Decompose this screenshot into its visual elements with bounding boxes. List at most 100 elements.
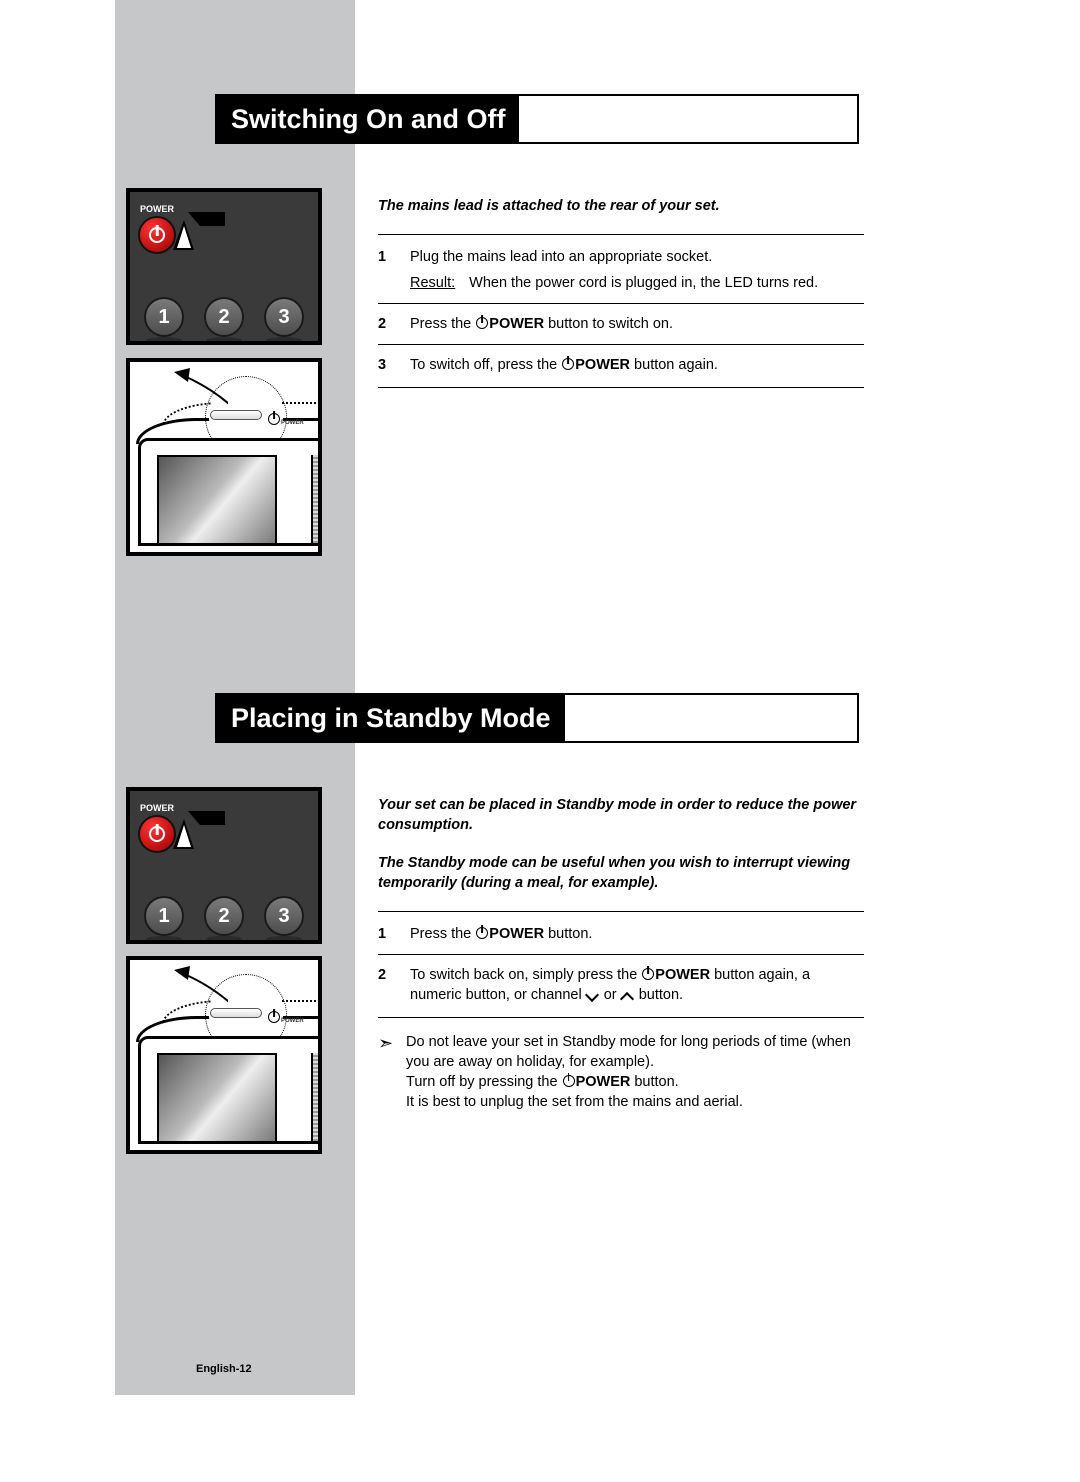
chevron-down-icon <box>586 987 600 1001</box>
power-word: POWER <box>575 357 630 373</box>
step-text-part: button. <box>635 987 683 1003</box>
remote-num-button: 3 <box>264 297 304 337</box>
step-text-part: Press the <box>410 316 475 332</box>
tv-power-label: POWER <box>267 412 304 426</box>
step-text: Plug the mains lead into an appropriate … <box>410 247 864 267</box>
power-icon <box>475 316 489 330</box>
step-body: To switch back on, simply press the POWE… <box>410 965 864 1005</box>
remote-power-label: POWER <box>140 803 174 813</box>
step-body: To switch off, press the POWER button ag… <box>410 355 864 375</box>
step-row: 2 Press the POWER button to switch on. <box>378 308 864 340</box>
divider <box>378 234 864 235</box>
note-text-part: button. <box>630 1074 678 1090</box>
note-line: Do not leave your set in Standby mode fo… <box>406 1032 864 1072</box>
result-label: Result: <box>410 273 455 293</box>
remote-num-button: 1 <box>144 297 184 337</box>
section-title: Switching On and Off <box>217 96 519 142</box>
tv-power-label: POWER <box>267 1010 304 1024</box>
step-body: Press the POWER button to switch on. <box>410 314 864 334</box>
remote-num-button: 2 <box>204 896 244 936</box>
note-body: Do not leave your set in Standby mode fo… <box>406 1032 864 1112</box>
remote-power-label: POWER <box>140 204 174 214</box>
section-title-bar: Placing in Standby Mode <box>215 693 859 743</box>
power-icon <box>149 826 165 842</box>
step-body: Plug the mains lead into an appropriate … <box>410 247 864 293</box>
step-row: 2 To switch back on, simply press the PO… <box>378 959 864 1011</box>
step-number: 2 <box>378 965 410 1005</box>
step-body: Press the POWER button. <box>410 924 864 944</box>
pointer-arrow-icon <box>168 964 228 1024</box>
power-icon <box>561 357 575 371</box>
remote-num-button: 2 <box>204 297 244 337</box>
tv-power-text: POWER <box>281 420 304 426</box>
pointer-arrow-icon <box>168 366 228 426</box>
divider <box>378 954 864 955</box>
note-arrow-icon: ➣ <box>378 1032 406 1112</box>
section-title: Placing in Standby Mode <box>217 695 565 741</box>
section1-text: The mains lead is attached to the rear o… <box>378 196 864 394</box>
section2-intro-1: Your set can be placed in Standby mode i… <box>378 795 864 835</box>
remote-body: POWER 1 2 3 <box>130 192 318 341</box>
remote-number-row: 1 2 3 <box>130 297 318 337</box>
power-word: POWER <box>489 926 544 942</box>
step-number: 1 <box>378 247 410 293</box>
step-row: 1 Press the POWER button. <box>378 918 864 950</box>
chevron-up-icon <box>621 987 635 1001</box>
tv-speaker-grille <box>311 1053 322 1144</box>
tv-body <box>138 438 322 546</box>
step-text-part: Press the <box>410 926 475 942</box>
title-bar-spacer <box>565 695 857 741</box>
divider <box>378 1017 864 1018</box>
figure-tv: POWER <box>126 956 322 1154</box>
remote-num-button: 1 <box>144 896 184 936</box>
divider <box>378 387 864 388</box>
divider <box>378 344 864 345</box>
step-text-part: To switch off, press the <box>410 357 561 373</box>
step-result: Result: When the power cord is plugged i… <box>410 273 864 293</box>
remote-num-button: 3 <box>264 896 304 936</box>
tv-screen <box>157 455 277 546</box>
note-text-part: Turn off by pressing the <box>406 1074 562 1090</box>
figure-tv: POWER <box>126 358 322 556</box>
remote-number-row: 1 2 3 <box>130 896 318 936</box>
tv-screen <box>157 1053 277 1144</box>
figure-remote: POWER 1 2 3 <box>126 787 322 944</box>
power-word: POWER <box>489 316 544 332</box>
page-number: English-12 <box>196 1363 252 1375</box>
divider <box>378 911 864 912</box>
tv-power-text: POWER <box>281 1018 304 1024</box>
tv-figure-bg: POWER <box>130 362 318 552</box>
result-text: When the power cord is plugged in, the L… <box>469 273 818 293</box>
figure-remote: POWER 1 2 3 <box>126 188 322 345</box>
manual-page: Switching On and Off POWER 1 2 3 POWER <box>0 0 1080 1482</box>
remote-body: POWER 1 2 3 <box>130 791 318 940</box>
power-word: POWER <box>576 1074 631 1090</box>
step-text-part: To switch back on, simply press the <box>410 967 641 983</box>
note-line: It is best to unplug the set from the ma… <box>406 1092 864 1112</box>
power-icon <box>267 412 281 426</box>
section-title-bar: Switching On and Off <box>215 94 859 144</box>
power-icon <box>562 1074 576 1088</box>
or-word: or <box>600 987 621 1003</box>
section2-intro-2: The Standby mode can be useful when you … <box>378 853 864 893</box>
step-text-part: button. <box>544 926 592 942</box>
note-block: ➣ Do not leave your set in Standby mode … <box>378 1024 864 1112</box>
tv-figure-bg: POWER <box>130 960 318 1150</box>
title-bar-spacer <box>519 96 857 142</box>
power-word: POWER <box>655 967 710 983</box>
step-number: 2 <box>378 314 410 334</box>
power-icon <box>641 967 655 981</box>
power-icon <box>149 227 165 243</box>
note-line: Turn off by pressing the POWER button. <box>406 1072 864 1092</box>
tv-speaker-grille <box>311 455 322 546</box>
section1-intro: The mains lead is attached to the rear o… <box>378 196 864 216</box>
step-number: 3 <box>378 355 410 375</box>
step-text-part: button again. <box>630 357 718 373</box>
tv-body <box>138 1036 322 1144</box>
step-row: 1 Plug the mains lead into an appropriat… <box>378 241 864 299</box>
step-row: 3 To switch off, press the POWER button … <box>378 349 864 381</box>
divider <box>378 303 864 304</box>
step-number: 1 <box>378 924 410 944</box>
section2-text: Your set can be placed in Standby mode i… <box>378 795 864 1112</box>
power-icon <box>475 926 489 940</box>
